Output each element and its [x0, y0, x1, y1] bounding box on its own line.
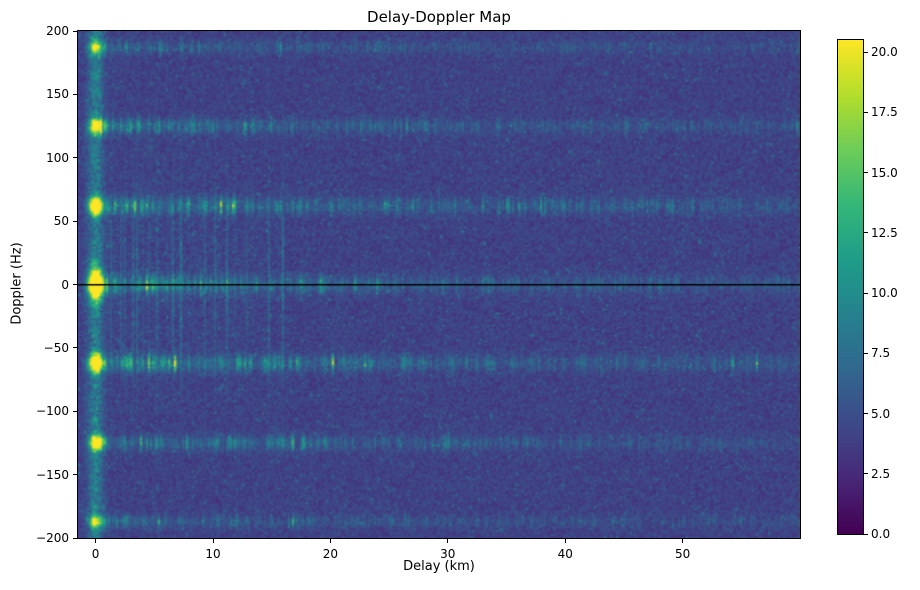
y-tick-mark	[73, 347, 77, 349]
y-tick-mark	[73, 93, 77, 95]
colorbar-tick-label: 17.5	[871, 105, 898, 120]
colorbar-tick-mark	[864, 473, 868, 475]
colorbar-tick-mark	[864, 292, 868, 294]
x-tick-mark	[447, 539, 449, 543]
y-tick-mark	[73, 410, 77, 412]
x-tick-label: 30	[440, 547, 456, 561]
y-tick-label: 200	[46, 24, 69, 38]
colorbar-tick-label: 15.0	[871, 165, 898, 180]
x-tick-label: 10	[205, 547, 221, 561]
x-tick-mark	[329, 539, 331, 543]
colorbar-tick-mark	[864, 413, 868, 414]
plot-title: Delay-Doppler Map	[367, 8, 511, 26]
y-tick-mark	[73, 537, 77, 539]
y-tick-label: −150	[36, 467, 69, 482]
colorbar-tick-label: 2.5	[871, 466, 891, 481]
colorbar-tick-mark	[864, 111, 868, 113]
plot-frame	[77, 30, 801, 539]
colorbar-tick-label: 10.0	[871, 286, 898, 301]
x-tick-label: 0	[91, 547, 100, 561]
colorbar-tick-mark	[864, 352, 868, 354]
y-tick-label: 50	[53, 214, 69, 229]
colorbar-tick-label: 12.5	[871, 225, 898, 240]
heatmap-canvas	[78, 31, 800, 538]
x-tick-mark	[95, 539, 97, 543]
colorbar-tick-label: 5.0	[871, 406, 891, 421]
y-tick-label: −200	[36, 531, 69, 545]
colorbar-tick-mark	[864, 172, 868, 174]
y-tick-mark	[73, 30, 77, 32]
y-tick-label: 100	[46, 150, 69, 165]
y-tick-mark	[73, 474, 77, 476]
colorbar-canvas	[838, 40, 863, 534]
x-axis-label: Delay (km)	[403, 559, 475, 574]
y-tick-label: 0	[61, 277, 69, 292]
x-tick-mark	[212, 539, 214, 543]
x-tick-mark	[682, 539, 684, 543]
colorbar-tick-mark	[864, 533, 868, 535]
x-tick-label: 50	[674, 547, 691, 561]
x-tick-mark	[564, 539, 566, 543]
y-tick-label: 150	[46, 87, 69, 102]
colorbar-tick-mark	[864, 232, 868, 234]
y-tick-mark	[73, 157, 77, 159]
colorbar-tick-mark	[864, 51, 868, 53]
x-tick-label: 20	[322, 547, 339, 561]
colorbar-tick-label: 7.5	[871, 346, 891, 361]
colorbar-tick-label: 0.0	[871, 527, 891, 541]
y-tick-mark	[73, 220, 77, 222]
x-tick-label: 40	[557, 547, 573, 561]
y-tick-label: −50	[43, 340, 69, 355]
y-tick-mark	[73, 284, 77, 285]
colorbar-tick-label: 20.0	[871, 45, 898, 60]
y-tick-label: −100	[36, 404, 69, 419]
colorbar-frame	[837, 39, 864, 535]
